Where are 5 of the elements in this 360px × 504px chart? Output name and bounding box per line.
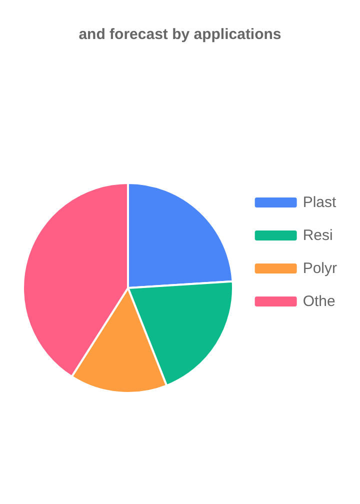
legend-label: Plast [302, 194, 338, 211]
legend-label: Othe [302, 293, 336, 310]
legend-label: Resi [302, 227, 333, 244]
legend-label: Polyr [302, 260, 338, 277]
chart-title: and forecast by applications [78, 26, 282, 43]
